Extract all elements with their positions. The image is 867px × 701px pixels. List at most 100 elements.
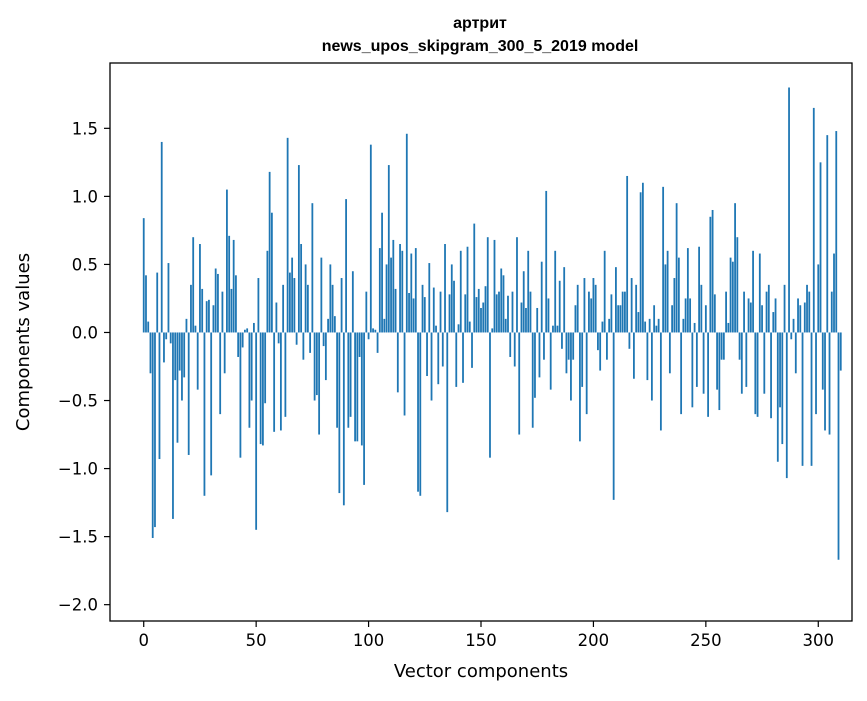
bar <box>783 284 786 333</box>
bar <box>540 261 543 333</box>
bar <box>367 332 370 340</box>
bar <box>731 261 734 333</box>
bar <box>821 332 824 390</box>
bar <box>794 332 797 374</box>
bar <box>610 294 613 333</box>
bar <box>585 332 588 415</box>
bar <box>520 302 523 333</box>
x-tick-label: 100 <box>353 631 385 650</box>
bar <box>601 321 604 333</box>
bar <box>336 332 338 428</box>
bar <box>691 332 694 408</box>
y-axis-ticks: −2.0 −1.5 −1.0 −0.5 0.0 0.5 1.0 1.5 <box>58 119 110 615</box>
bar <box>322 332 325 347</box>
bar <box>725 291 727 333</box>
bar <box>752 250 754 333</box>
bar <box>839 332 842 371</box>
bar <box>273 332 276 432</box>
bar <box>295 332 298 345</box>
bar <box>437 332 440 385</box>
bar <box>223 332 226 374</box>
bar <box>747 298 750 333</box>
bar <box>277 332 280 344</box>
x-tick-label: 250 <box>690 631 722 650</box>
x-tick-label: 150 <box>465 631 497 650</box>
bar <box>480 307 482 333</box>
bar <box>529 291 532 333</box>
bar <box>792 318 795 333</box>
bar <box>327 318 329 333</box>
bar <box>147 321 150 333</box>
bar <box>504 318 507 333</box>
bar <box>765 291 768 333</box>
bar <box>833 253 835 333</box>
bar <box>455 332 458 387</box>
bar <box>509 332 512 357</box>
bar <box>313 332 316 401</box>
bar <box>239 332 242 458</box>
bar <box>221 291 224 333</box>
bar <box>659 332 662 431</box>
bar <box>401 250 404 333</box>
bar <box>788 87 790 333</box>
bar <box>626 175 629 333</box>
bar <box>736 237 739 333</box>
bar <box>812 107 815 333</box>
bar <box>579 332 581 442</box>
bar <box>561 332 563 349</box>
bar <box>383 318 386 333</box>
bar <box>228 235 231 333</box>
bar <box>558 280 561 333</box>
bar <box>729 257 732 333</box>
bar <box>405 133 408 333</box>
bar <box>212 305 215 333</box>
bar <box>819 162 822 333</box>
bar <box>486 237 489 333</box>
bar <box>653 305 656 333</box>
bar <box>711 209 714 333</box>
chart-subtitle: news_upos_skipgram_300_5_2019 model <box>322 38 639 55</box>
bar <box>151 332 154 538</box>
bar <box>754 332 757 415</box>
bar <box>439 291 442 333</box>
bar <box>268 171 271 333</box>
bar <box>190 284 192 333</box>
y-tick-label: −2.0 <box>58 596 98 615</box>
bar <box>684 298 687 333</box>
bar <box>288 272 291 333</box>
bar <box>403 332 406 416</box>
bar <box>167 263 170 333</box>
bar <box>360 332 363 446</box>
bar <box>214 268 217 333</box>
bar <box>500 268 503 333</box>
bar <box>803 302 806 333</box>
bar <box>293 278 296 333</box>
bar <box>235 275 237 333</box>
bar <box>817 264 820 333</box>
bar <box>603 250 606 333</box>
bar <box>331 284 334 333</box>
bar <box>187 332 190 455</box>
bar <box>315 332 318 396</box>
bar <box>453 280 455 333</box>
bar <box>698 246 700 333</box>
bar <box>511 291 514 333</box>
bar <box>172 332 174 519</box>
bar <box>264 332 267 404</box>
bar <box>473 223 476 333</box>
bar <box>158 332 161 460</box>
bar <box>799 305 802 333</box>
bar <box>624 291 626 333</box>
bar <box>441 332 444 367</box>
bar <box>257 278 260 333</box>
bar <box>621 291 624 333</box>
bar <box>399 244 401 333</box>
bar <box>612 332 615 500</box>
bar <box>498 291 500 333</box>
bar <box>226 189 228 333</box>
bar <box>592 278 595 333</box>
bar <box>432 287 435 333</box>
bar <box>597 332 599 351</box>
bar <box>363 332 365 485</box>
